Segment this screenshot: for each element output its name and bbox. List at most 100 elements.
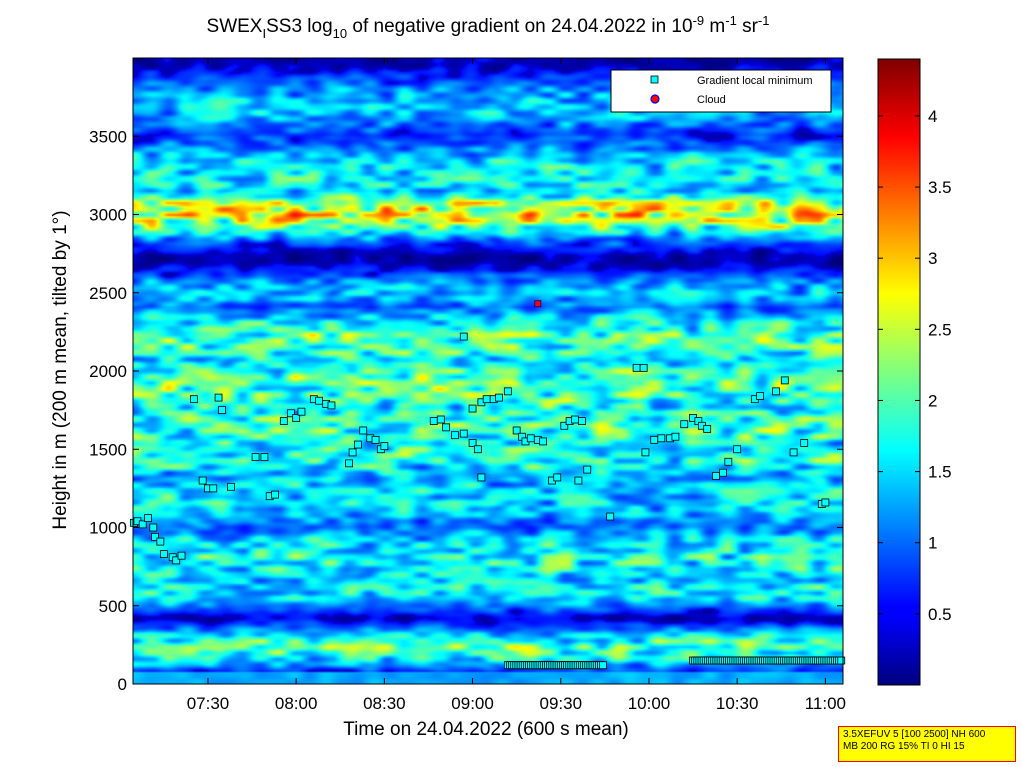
gradient-minimum-marker [468,404,477,413]
gradient-minimum-marker [286,409,295,418]
gradient-minimum-marker [371,435,380,444]
gradient-minimum-marker [712,471,720,480]
gradient-minimum-marker [327,401,336,410]
gradient-minimum-marker [477,473,486,482]
gradient-minimum-marker [429,417,438,425]
title-part: SWEX [207,16,263,37]
heatmap [133,58,843,684]
y-tick-label: 3000 [89,206,127,225]
gradient-minimum-marker [756,392,764,400]
legend-square-marker [650,75,659,84]
settings-info-box: 3.5XEFUV 5 [100 2500] NH 600 MB 200 RG 1… [838,726,1016,762]
gradient-minimum-marker [436,415,445,424]
x-tick-label: 08:30 [363,694,406,713]
colorbar-tick-label: 2 [928,391,937,410]
gradient-minimum-marker [724,457,733,466]
gradient-minimum-marker [570,415,579,424]
x-axis-label: Time on 24.04.2022 (600 s mean) [343,719,629,740]
gradient-minimum-marker [553,473,562,482]
gradient-minimum-marker [209,484,218,493]
x-tick-label: 08:00 [275,694,318,713]
gradient-minimum-marker [354,440,362,449]
gradient-minimum-marker [599,661,607,670]
cloud-marker [534,300,542,308]
gradient-minimum-marker [772,387,780,396]
x-tick-label: 10:00 [628,694,671,713]
gradient-minimum-marker [345,459,353,468]
legend-circle-marker [650,94,660,104]
gradient-minimum-marker [172,556,181,565]
gradient-minimum-marker [315,396,323,405]
gradient-minimum-marker [583,465,592,474]
gradient-minimum-marker [271,490,279,499]
title-part: -1 [758,13,770,28]
y-tick-label: 2500 [89,284,127,303]
gradient-minimum-marker [482,395,491,404]
title-part: of negative gradient on 24.04.2022 in 10 [347,16,692,37]
plot-area [129,57,846,685]
y-tick-label: 1000 [89,519,127,538]
gradient-minimum-marker [177,551,186,560]
colorbar-tick-label: 1 [928,534,937,553]
gradient-minimum-marker [733,445,742,454]
gradient-minimum-marker [680,420,689,429]
gradient-minimum-marker [459,332,468,341]
gradient-minimum-marker [650,435,659,444]
colorbar-tick-label: 2.5 [928,320,952,339]
colorbar-ticks: 0.5 1 1.5 2 2.5 3 3.5 4 [878,107,952,624]
gradient-minimum-marker [218,406,226,415]
gradient-minimum-marker [539,437,548,446]
gradient-minimum-marker [227,482,235,491]
gradient-minimum-marker [144,514,152,523]
x-tick-label: 09:30 [539,694,582,713]
gradient-minimum-marker [800,439,809,447]
gradient-minimum-marker [359,426,368,435]
gradient-minimum-marker [837,656,846,665]
colorbar-tick-label: 1.5 [928,463,952,482]
y-tick-label: 500 [99,597,127,616]
gradient-minimum-marker [468,439,477,447]
y-tick-label: 2000 [89,362,127,381]
gradient-minimum-marker [159,550,168,559]
gradient-minimum-marker [503,387,512,396]
gradient-minimum-marker [138,520,147,529]
gradient-minimum-marker [251,453,260,461]
gradient-minimum-marker [512,426,521,435]
gradient-minimum-marker [526,434,535,443]
y-tick-label: 3500 [89,127,127,146]
gradient-minimum-marker [292,414,301,422]
legend: Gradient local minimum Cloud [610,69,832,113]
gradient-minimum-marker [578,417,586,425]
info-line-2: MB 200 RG 15% TI 0 HI 15 [843,741,965,752]
x-tick-label: 11:00 [805,694,846,713]
colorbar-tick-label: 0.5 [928,605,952,624]
gradient-minimum-marker [574,476,583,485]
gradient-minimum-marker [380,442,389,451]
gradient-minimum-marker [606,512,615,521]
gradient-minimum-marker [151,532,159,541]
gradient-minimum-marker [821,498,830,507]
x-tick-label: 10:30 [716,694,759,713]
title-part: SS3 log [266,16,333,37]
markers-layer [129,300,846,670]
title-part: -9 [693,13,705,28]
gradient-minimum-marker [495,393,503,402]
y-axis-label: Height in m (200 m mean, tilted by 1°) [50,210,71,529]
colorbar-tick-label: 3 [928,249,937,268]
gradient-minimum-marker [279,417,288,425]
gradient-minimum-marker [473,445,482,454]
chart-title: SWEXISS3 log10 of negative gradient on 2… [207,13,770,41]
gradient-minimum-marker [442,423,451,432]
colorbar: 0.5 1 1.5 2 2.5 3 3.5 4 [877,58,952,686]
legend-label-cloud: Cloud [697,94,726,106]
gradient-minimum-marker [641,448,650,457]
gradient-minimum-marker [297,407,306,416]
title-part: sr [737,16,759,37]
gradient-minimum-marker [149,523,158,532]
gradient-minimum-marker [348,448,357,457]
gradient-minimum-marker [671,432,680,441]
gradient-minimum-marker [198,476,207,485]
gradient-minimum-marker [780,376,789,385]
gradient-minimum-marker [156,537,165,546]
title-part: 10 [333,26,347,41]
